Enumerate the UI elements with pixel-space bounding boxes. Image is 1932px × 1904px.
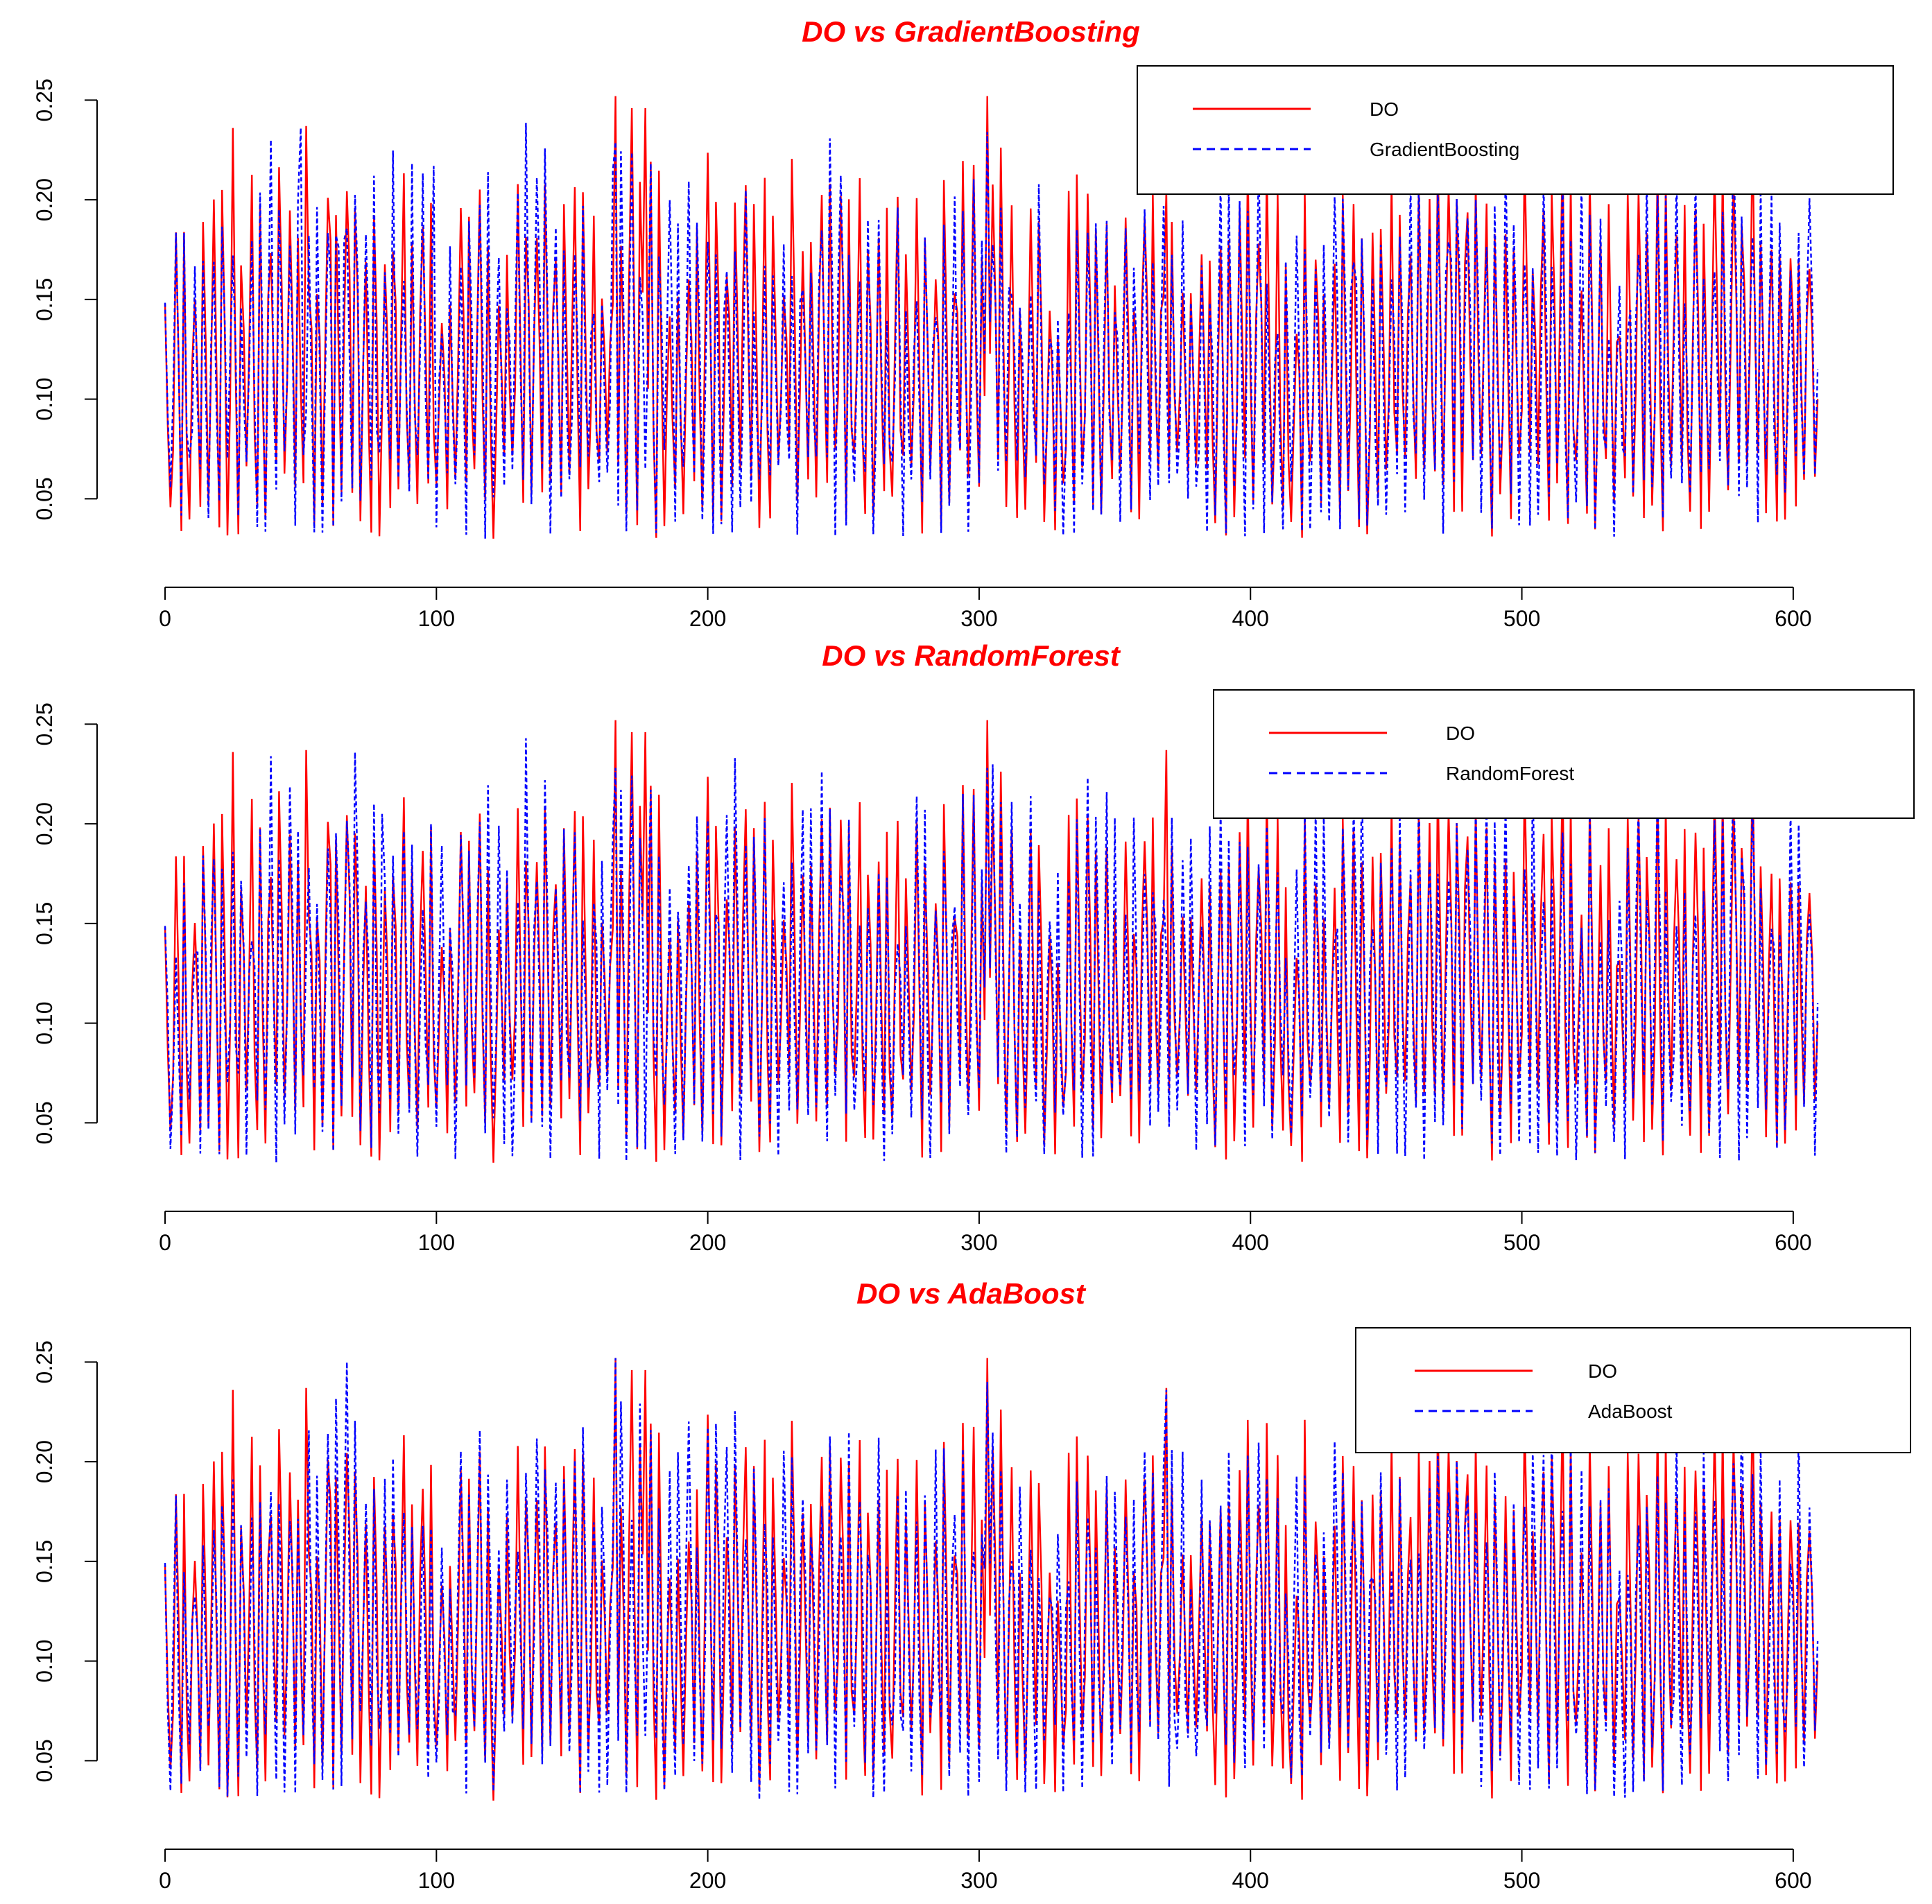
y-tick-label: 0.20 [32,802,57,845]
x-tick-label: 200 [689,1230,726,1255]
x-tick-label: 300 [960,1230,997,1255]
y-tick-label: 0.25 [32,702,57,745]
legend-label-model: AdaBoost [1588,1401,1673,1422]
x-tick-label: 400 [1232,606,1269,631]
series-line-do [164,720,1819,1163]
legend: DO AdaBoost [1355,1327,1911,1453]
x-tick-label: 300 [960,1868,997,1893]
x-tick-label: 600 [1775,1868,1811,1893]
x-tick-label: 500 [1503,1230,1540,1255]
x-tick-label: 600 [1775,1230,1811,1255]
y-tick-label: 0.05 [32,477,57,520]
legend-box [1213,689,1915,819]
x-tick-label: 600 [1775,606,1811,631]
chart-svg: DO vs RandomForest 0.050.100.150.200.250… [32,639,1915,1255]
plot-area: 0.05 0.10 0.15 0.20 0.25 0 100 200 300 400 500 600 [32,78,1819,631]
y-tick-label: 0.25 [32,78,57,121]
legend-box [1355,1327,1911,1453]
chart-svg: DO vs AdaBoost 0.05 0.10 0.15 0.20 0.25 0 100 2… [32,1277,1911,1893]
legend-label-do: DO [1446,722,1475,744]
chart-panel-randomforest: DO vs RandomForest 0.05 0.10 0.15 0.20 0.25 0… [0,638,1932,1262]
x-tick-label: 400 [1232,1868,1269,1893]
x-tick-label: 100 [418,606,455,631]
y-tick-label: 0.15 [32,902,57,945]
series-line-adaboost [164,1358,1819,1800]
chart-svg: DO vs GradientBoosting 0.050.100.150.200… [32,15,1894,631]
chart-panel-gradientboosting: DO vs GradientBoosting 0.05 0.10 0.15 0.20 0… [0,14,1932,638]
chart-title: DO vs RandomForest [822,639,1121,672]
x-tick-label: 200 [689,606,726,631]
y-tick-label: 0.15 [32,1540,57,1583]
series-line-randomforest [164,738,1819,1163]
y-tick-label: 0.20 [32,1440,57,1483]
legend: DO RandomForest [1213,689,1915,819]
plot-area: 0.05 0.10 0.15 0.20 0.25 0 100 200 300 400 500 600 [32,702,1819,1255]
y-tick-label: 0.15 [32,278,57,321]
y-tick-label: 0.25 [32,1340,57,1383]
chart-panel-adaboost: DO vs AdaBoost 0.05 0.10 0.15 0.20 0.25 0 100 2… [0,1276,1932,1900]
legend-label-do: DO [1370,98,1399,120]
x-tick-label: 0 [159,1868,171,1893]
x-tick-label: 0 [159,606,171,631]
y-tick-label: 0.20 [32,178,57,221]
x-tick-label: 300 [960,606,997,631]
legend: DO GradientBoosting [1137,65,1894,195]
chart-title: DO vs AdaBoost [856,1277,1087,1310]
y-tick-label: 0.10 [32,1001,57,1044]
legend-label-model: RandomForest [1446,763,1574,784]
chart-title: DO vs GradientBoosting [802,15,1140,48]
series-line-gradientboosting [164,123,1819,539]
legend-box [1137,65,1894,195]
x-tick-label: 500 [1503,1868,1540,1893]
x-tick-label: 100 [418,1230,455,1255]
y-tick-label: 0.05 [32,1101,57,1144]
x-tick-label: 0 [159,1230,171,1255]
legend-label-do: DO [1588,1360,1617,1382]
y-tick-label: 0.10 [32,1639,57,1682]
plot-area: 0.05 0.10 0.15 0.20 0.25 0 100 200 300 400 500 600 [32,1340,1819,1893]
y-tick-label: 0.05 [32,1739,57,1782]
x-tick-label: 200 [689,1868,726,1893]
x-tick-label: 500 [1503,606,1540,631]
x-tick-label: 400 [1232,1230,1269,1255]
x-tick-label: 100 [418,1868,455,1893]
y-tick-label: 0.10 [32,377,57,420]
legend-label-model: GradientBoosting [1370,139,1519,160]
